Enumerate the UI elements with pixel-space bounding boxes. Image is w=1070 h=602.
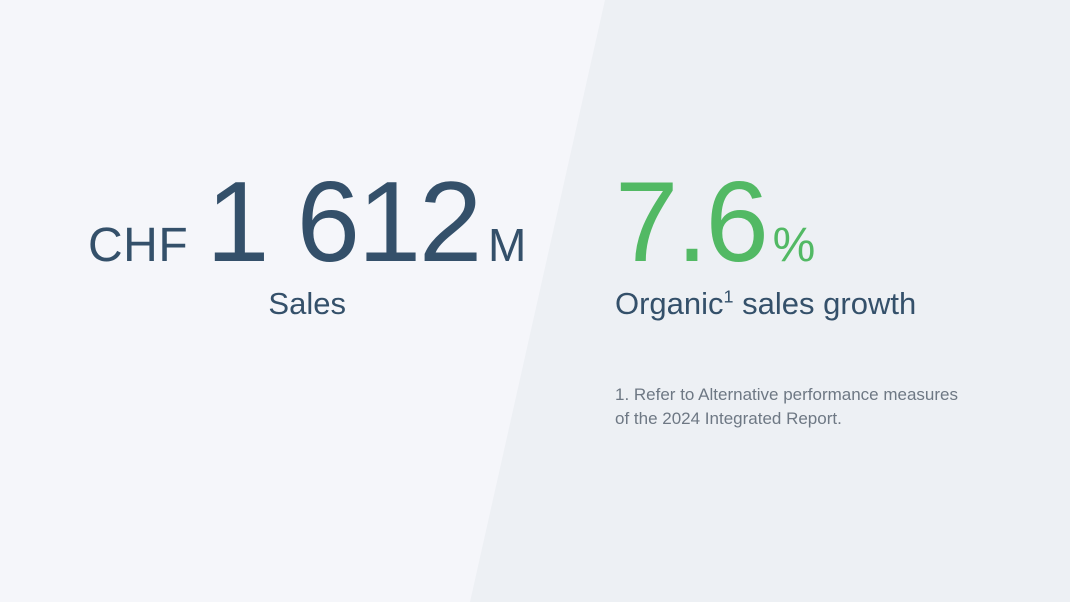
sales-unit: M	[488, 219, 527, 271]
footnote-text: 1. Refer to Alternative performance meas…	[615, 385, 958, 428]
sales-stat-value-row: CHF 1 612 M	[88, 166, 526, 280]
organic-growth-label-prefix: Organic	[615, 286, 724, 321]
footnote-marker: 1	[723, 286, 734, 307]
sales-value: 1 612	[206, 159, 482, 286]
organic-growth-stat: 7.6 % Organic1 sales growth	[615, 166, 916, 322]
organic-growth-unit: %	[772, 219, 816, 272]
organic-growth-value-row: 7.6 %	[615, 166, 815, 280]
organic-growth-label: Organic1 sales growth	[615, 286, 916, 322]
organic-growth-label-suffix: sales growth	[733, 286, 917, 321]
sales-label: Sales	[268, 286, 346, 321]
sales-stat: CHF 1 612 M Sales	[88, 166, 526, 322]
organic-growth-value: 7.6	[615, 159, 769, 286]
sales-currency: CHF	[88, 219, 189, 272]
